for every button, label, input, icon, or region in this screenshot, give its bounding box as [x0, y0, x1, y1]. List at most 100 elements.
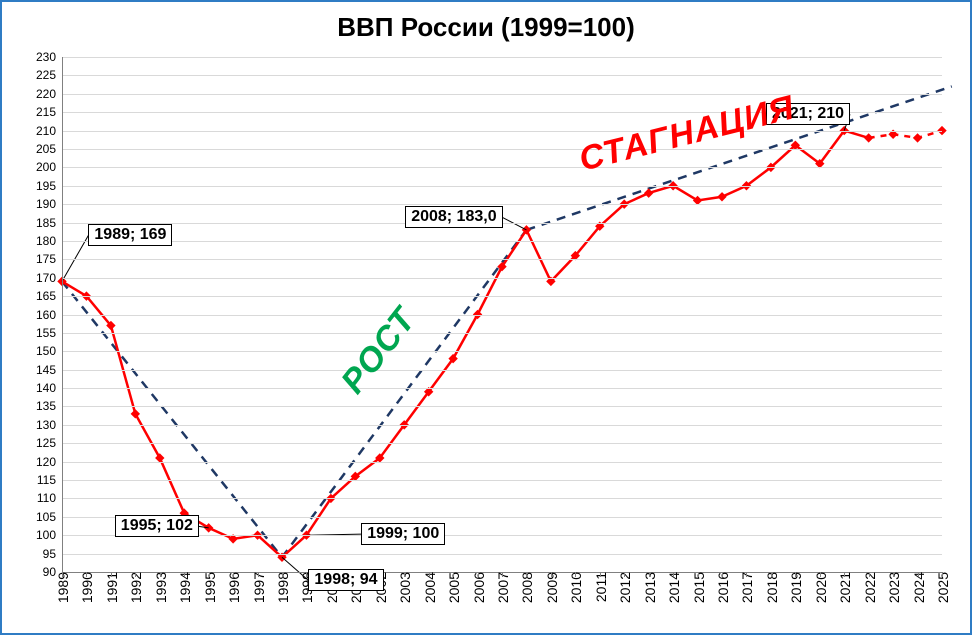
gridline-h — [62, 554, 942, 555]
x-tick-mark — [209, 572, 210, 577]
x-tick-mark — [551, 572, 552, 577]
x-tick-mark — [795, 572, 796, 577]
chart-frame: ВВП России (1999=100) 909510010511011512… — [0, 0, 972, 635]
y-tick-label: 165 — [36, 289, 62, 303]
gridline-h — [62, 296, 942, 297]
y-tick-label: 180 — [36, 234, 62, 248]
x-tick-mark — [526, 572, 527, 577]
x-tick-mark — [698, 572, 699, 577]
y-tick-label: 175 — [36, 252, 62, 266]
x-tick-mark — [478, 572, 479, 577]
gridline-h — [62, 370, 942, 371]
gridline-h — [62, 204, 942, 205]
plot-area: 9095100105110115120125130135140145150155… — [62, 57, 942, 572]
y-tick-label: 155 — [36, 326, 62, 340]
series-marker — [718, 193, 726, 201]
callout-box: 1989; 169 — [88, 224, 172, 246]
gridline-h — [62, 406, 942, 407]
callout-box: 1995; 102 — [115, 515, 199, 537]
y-tick-label: 135 — [36, 399, 62, 413]
gridline-h — [62, 278, 942, 279]
y-tick-label: 220 — [36, 87, 62, 101]
x-tick-mark — [62, 572, 63, 577]
y-tick-label: 170 — [36, 271, 62, 285]
x-tick-mark — [820, 572, 821, 577]
gridline-h — [62, 57, 942, 58]
y-axis-line — [62, 57, 63, 572]
y-tick-label: 200 — [36, 160, 62, 174]
x-tick-mark — [893, 572, 894, 577]
y-tick-label: 105 — [36, 510, 62, 524]
x-tick-mark — [673, 572, 674, 577]
x-tick-mark — [404, 572, 405, 577]
x-tick-mark — [722, 572, 723, 577]
x-tick-mark — [771, 572, 772, 577]
gridline-h — [62, 462, 942, 463]
y-tick-label: 160 — [36, 308, 62, 322]
x-tick-mark — [233, 572, 234, 577]
series-line-solid — [62, 131, 869, 558]
x-tick-mark — [844, 572, 845, 577]
gridline-h — [62, 241, 942, 242]
y-tick-label: 210 — [36, 124, 62, 138]
x-tick-mark — [575, 572, 576, 577]
x-tick-mark — [86, 572, 87, 577]
y-tick-label: 190 — [36, 197, 62, 211]
x-tick-mark — [429, 572, 430, 577]
series-marker — [914, 134, 922, 142]
series-marker — [645, 189, 653, 197]
gridline-h — [62, 388, 942, 389]
gridline-h — [62, 259, 942, 260]
x-tick-mark — [135, 572, 136, 577]
callout-leader — [502, 217, 526, 230]
gridline-h — [62, 315, 942, 316]
gridline-h — [62, 167, 942, 168]
y-tick-label: 125 — [36, 436, 62, 450]
x-tick-mark — [746, 572, 747, 577]
x-tick-mark — [600, 572, 601, 577]
y-tick-label: 215 — [36, 105, 62, 119]
x-tick-mark — [624, 572, 625, 577]
y-tick-label: 205 — [36, 142, 62, 156]
gridline-h — [62, 186, 942, 187]
gridline-h — [62, 333, 942, 334]
callout-box: 1999; 100 — [361, 523, 445, 545]
gridline-h — [62, 149, 942, 150]
gridline-h — [62, 94, 942, 95]
x-tick-mark — [649, 572, 650, 577]
x-tick-mark — [942, 572, 943, 577]
x-tick-mark — [502, 572, 503, 577]
y-tick-label: 120 — [36, 455, 62, 469]
gridline-h — [62, 75, 942, 76]
y-tick-label: 185 — [36, 216, 62, 230]
y-tick-label: 140 — [36, 381, 62, 395]
trend-line — [282, 230, 526, 557]
gridline-h — [62, 131, 942, 132]
x-tick-mark — [258, 572, 259, 577]
y-tick-label: 115 — [37, 473, 62, 487]
callout-box: 2008; 183,0 — [405, 206, 502, 228]
x-tick-mark — [282, 572, 283, 577]
y-tick-label: 145 — [36, 363, 62, 377]
y-tick-label: 195 — [36, 179, 62, 193]
series-line-dashed — [869, 131, 942, 138]
y-tick-label: 225 — [36, 68, 62, 82]
x-tick-mark — [306, 572, 307, 577]
chart-title: ВВП России (1999=100) — [2, 12, 970, 43]
y-tick-label: 150 — [36, 344, 62, 358]
x-tick-mark — [918, 572, 919, 577]
x-tick-mark — [111, 572, 112, 577]
y-tick-label: 100 — [36, 528, 62, 542]
gridline-h — [62, 480, 942, 481]
series-marker — [865, 134, 873, 142]
x-tick-mark — [869, 572, 870, 577]
x-tick-mark — [453, 572, 454, 577]
x-tick-mark — [160, 572, 161, 577]
gridline-h — [62, 498, 942, 499]
y-tick-label: 130 — [36, 418, 62, 432]
gridline-h — [62, 443, 942, 444]
callout-box: 1998; 94 — [308, 569, 383, 591]
y-tick-label: 230 — [36, 50, 62, 64]
gridline-h — [62, 425, 942, 426]
y-tick-label: 95 — [43, 547, 62, 561]
